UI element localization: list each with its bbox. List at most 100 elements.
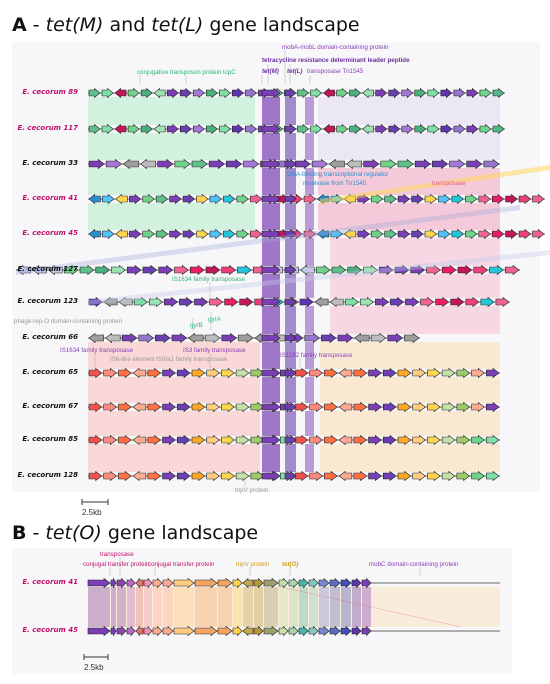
gene-arrow	[370, 332, 387, 344]
gene-arrow	[116, 577, 127, 589]
gene-arrow	[147, 367, 162, 379]
gene-arrow	[232, 123, 244, 135]
gene-arrow	[353, 470, 368, 482]
gene-arrow	[174, 158, 191, 170]
gene-arrow	[176, 434, 191, 446]
gene-arrow	[126, 577, 136, 589]
gene-arrow	[480, 296, 495, 308]
homology-band	[285, 238, 296, 266]
gene-arrow	[298, 577, 309, 589]
gene-arrow	[249, 193, 263, 205]
gene-arrow	[456, 401, 471, 413]
gene-arrow	[329, 625, 341, 637]
tet-gene-arrow	[261, 296, 281, 308]
gene-arrow	[191, 367, 206, 379]
tet-gene-arrow	[261, 332, 281, 344]
panel-b-title: B - tet(O) gene landscape	[12, 522, 259, 544]
gene-arrow	[308, 577, 319, 589]
gene-arrow	[169, 228, 182, 240]
homology-band	[305, 203, 314, 230]
gene-arrow	[288, 577, 299, 589]
crossing-band	[88, 250, 550, 305]
gene-arrow	[171, 332, 188, 344]
gene-arrow	[297, 123, 310, 135]
gene-arrow	[102, 228, 115, 240]
gene-arrow	[451, 228, 464, 240]
gene-arrow	[340, 625, 352, 637]
homology-band	[262, 342, 280, 369]
annotation-is6: IS6-like element IS6fa1 family transposa…	[110, 356, 228, 363]
homology-band	[305, 97, 314, 125]
gene-arrow	[414, 87, 427, 99]
gene-arrow	[88, 332, 104, 344]
gene-arrow	[126, 625, 136, 637]
strain-label: E. cecorum 89	[22, 88, 78, 96]
annotation-gyrB: gyrB	[190, 322, 203, 329]
gene-arrow	[390, 296, 404, 308]
homology-band	[262, 274, 280, 298]
gene-arrow	[349, 123, 362, 135]
strain-label: E. cecorum 33	[22, 159, 78, 167]
gene-arrow	[103, 367, 117, 379]
gene-arrow	[321, 332, 337, 344]
homology-band	[330, 306, 500, 334]
strain-label: E. cecorum 127	[17, 265, 78, 273]
annotation-dna-binding-regulator: DNA-binding transcriptional regulator	[287, 171, 389, 178]
gene-arrow	[453, 87, 466, 99]
annotation-b-transposase: transposase	[100, 551, 134, 558]
gene-arrow	[132, 470, 147, 482]
homology-band	[111, 587, 116, 627]
homology-band	[88, 168, 255, 195]
gene-arrow	[63, 264, 79, 276]
gene-arrow	[532, 228, 545, 240]
gene-arrow	[394, 264, 410, 276]
gene-arrow	[309, 367, 323, 379]
gene-arrow	[471, 367, 485, 379]
tet-gene-arrow	[284, 296, 297, 308]
annotation-resolvase: resolvase from Tn1545	[303, 180, 367, 187]
gene-arrow	[310, 87, 323, 99]
gene-arrow	[378, 264, 394, 276]
gene-arrow	[174, 264, 189, 276]
gene-arrow	[166, 87, 179, 99]
gene-arrow	[253, 625, 264, 637]
gene-arrow	[152, 577, 163, 589]
gene-arrow	[361, 577, 372, 589]
gene-arrow	[297, 87, 310, 99]
gene-arrow	[495, 296, 510, 308]
gene-arrow	[478, 228, 491, 240]
gene-arrow	[492, 123, 505, 135]
homology-band	[262, 203, 280, 230]
tet-gene-arrow	[284, 87, 297, 99]
gene-arrow	[362, 123, 374, 135]
gene-arrow	[176, 401, 191, 413]
gene-arrow	[205, 87, 218, 99]
homology-band	[285, 203, 296, 230]
gene-arrow	[343, 228, 357, 240]
gene-arrow	[101, 87, 114, 99]
gene-arrow	[118, 434, 132, 446]
gene-arrow	[148, 296, 163, 308]
gene-arrow	[79, 264, 95, 276]
gene-arrow	[88, 296, 103, 308]
gene-arrow	[245, 123, 257, 135]
homology-band	[305, 238, 314, 266]
homology-band	[309, 587, 318, 627]
gene-arrow	[397, 228, 411, 240]
gene-arrow	[315, 264, 331, 276]
gene-arrow	[478, 193, 491, 205]
gene-arrow	[205, 123, 218, 135]
gene-arrow	[375, 123, 388, 135]
gene-arrow	[331, 264, 347, 276]
gene-arrow	[382, 434, 397, 446]
gene-arrow	[338, 434, 353, 446]
gene-arrow	[309, 401, 323, 413]
gene-arrow	[441, 367, 456, 379]
gene-arrow	[253, 577, 264, 589]
annotation-b-conj-transfer-2: conjugal transfer protein	[148, 561, 215, 568]
homology-band	[285, 306, 296, 334]
gene-arrow	[304, 332, 320, 344]
gene-arrow	[330, 228, 343, 240]
gene-arrow	[485, 401, 500, 413]
homology-band	[264, 587, 278, 627]
